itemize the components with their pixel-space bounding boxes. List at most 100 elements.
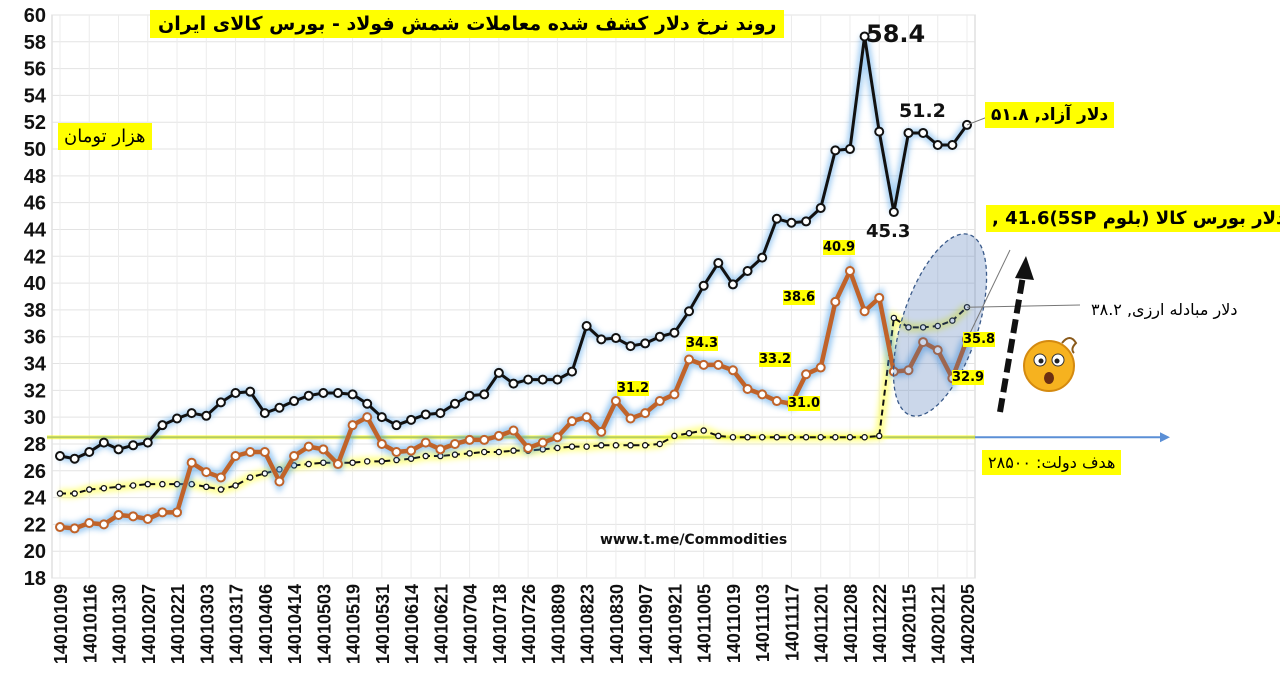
bourse-point — [69, 523, 80, 534]
x-tick-label: 14010317 — [227, 584, 247, 664]
free-point — [727, 279, 738, 290]
bourse-point — [318, 444, 329, 455]
face-pupil — [1054, 358, 1060, 364]
exchange-point — [934, 322, 941, 330]
x-tick-label: 14010116 — [80, 584, 100, 663]
exchange-point — [144, 480, 152, 488]
exchange-point — [480, 448, 488, 456]
free-point — [142, 437, 153, 448]
bourse-point — [303, 441, 314, 452]
x-tick-label: 14010531 — [373, 584, 393, 664]
exchange-point — [159, 480, 166, 488]
exchange-point — [641, 442, 649, 449]
bourse-point — [230, 451, 241, 462]
bourse-point — [289, 451, 300, 462]
free-point — [713, 257, 724, 268]
free-point — [113, 444, 124, 455]
free-point — [523, 374, 534, 385]
free-point — [98, 437, 109, 448]
x-tick-label: 14010809 — [548, 584, 568, 664]
free-point — [230, 388, 241, 399]
exchange-point — [568, 443, 576, 450]
y-tick-label: 24 — [24, 488, 47, 510]
exchange-point — [451, 451, 459, 458]
y-tick-label: 46 — [24, 193, 46, 215]
x-tick-label: 14010406 — [256, 584, 276, 664]
exchange-point — [817, 433, 824, 441]
free-point — [903, 127, 914, 138]
free-point — [172, 413, 183, 424]
exchange-point — [320, 459, 327, 466]
bourse-point — [567, 416, 578, 427]
exchange-point — [71, 490, 78, 497]
exchange-point — [875, 432, 883, 440]
bourse-point — [918, 337, 929, 348]
data-label-bourse-31-0: 31.0 — [788, 396, 821, 411]
x-tick-label: 14011103 — [753, 584, 773, 662]
chart-title: روند نرخ دلار کشف شده معاملات شمش فولاد … — [150, 10, 785, 38]
data-label-free-51: 51.2 — [899, 100, 946, 122]
exchange-point — [861, 433, 868, 441]
free-point — [289, 396, 300, 407]
free-point — [493, 367, 504, 378]
exchange-point — [949, 317, 956, 324]
bourse-point — [625, 413, 636, 424]
x-tick-label: 14010130 — [110, 584, 130, 664]
data-label-bourse-31-2: 31.2 — [617, 381, 650, 396]
bourse-point — [654, 396, 665, 407]
x-tick-label: 14010503 — [314, 584, 334, 664]
x-tick-label: 14010303 — [197, 584, 217, 664]
exchange-point — [129, 482, 137, 489]
bourse-point — [420, 437, 431, 448]
x-tick-label: 14010726 — [519, 584, 539, 664]
face-circle — [1023, 340, 1075, 392]
y-tick-label: 54 — [24, 85, 47, 107]
unit-label: هزار تومان — [58, 123, 152, 150]
data-label-free-45: 45.3 — [866, 221, 911, 242]
bourse-point — [815, 362, 826, 373]
free-point — [742, 266, 753, 277]
free-point — [640, 338, 651, 349]
free-point — [259, 408, 270, 419]
bourse-dollar-label: دلار بورس کالا (بلوم 5SP)41.6 , — [986, 205, 1280, 232]
exchange-point — [744, 433, 751, 441]
bourse-point — [610, 396, 621, 407]
free-point — [479, 389, 490, 400]
bourse-point — [932, 345, 943, 356]
free-point — [815, 203, 826, 214]
bourse-point — [479, 434, 490, 445]
exchange-line — [60, 306, 968, 495]
free-point — [245, 386, 256, 397]
y-tick-label: 48 — [24, 166, 46, 188]
free-point — [435, 408, 446, 419]
bourse-point — [596, 426, 607, 437]
bourse-point — [186, 457, 197, 468]
bourse-point — [84, 518, 95, 529]
exchange-point — [363, 458, 371, 465]
free-point — [801, 216, 812, 227]
exchange-point — [671, 432, 678, 440]
worried-face-icon — [1023, 337, 1078, 392]
free-point — [464, 390, 475, 401]
x-tick-label: 14010614 — [402, 584, 422, 664]
bourse-point — [801, 369, 812, 380]
x-tick-label: 14010109 — [51, 584, 71, 664]
free-point — [581, 320, 592, 331]
bourse-point — [259, 446, 270, 457]
free-point — [347, 389, 358, 400]
x-tick-label: 14010823 — [578, 584, 598, 664]
free-point — [888, 207, 899, 218]
x-tick-label: 14010221 — [168, 584, 188, 664]
bourse-point — [55, 522, 65, 533]
bourse-point — [201, 467, 212, 478]
free-point — [947, 140, 958, 151]
exchange-point — [627, 442, 634, 449]
exchange-point — [656, 440, 664, 448]
data-label-free-58: 58.4 — [866, 20, 926, 48]
free-point — [508, 378, 519, 389]
bourse-point — [640, 408, 651, 419]
bourse-point — [245, 446, 256, 457]
x-tick-label: 14011005 — [695, 584, 715, 663]
data-label-bourse-32-9: 32.9 — [952, 370, 985, 385]
